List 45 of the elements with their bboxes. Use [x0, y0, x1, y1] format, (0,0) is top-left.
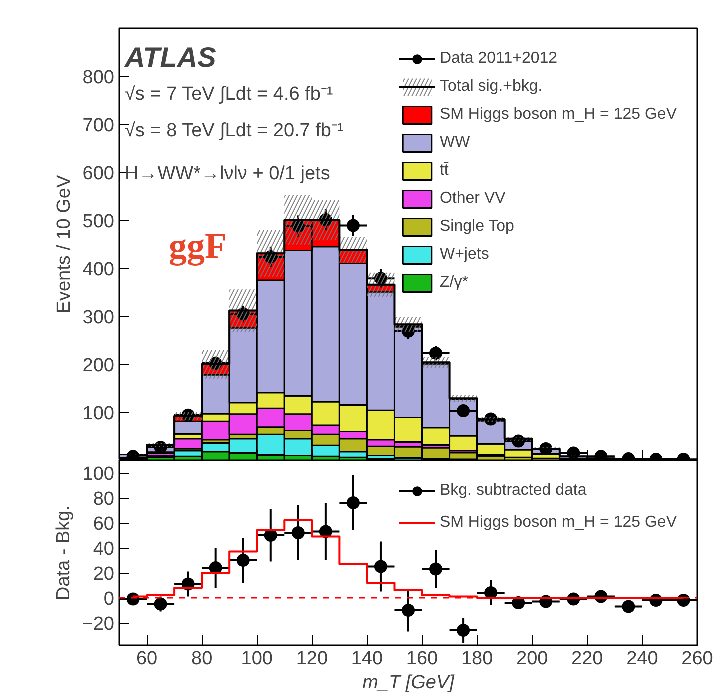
legend-label: WW [440, 133, 470, 153]
y-tick-label: −20 [82, 614, 115, 635]
legend-label: SM Higgs boson m_H = 125 GeV [440, 513, 677, 533]
legend-label: Total sig.+bkg. [440, 77, 543, 97]
annotation: ATLAS [124, 42, 217, 73]
y-tick-label: 300 [82, 308, 114, 328]
x-tick-label: 60 [136, 648, 158, 670]
legend-label: Bkg. subtracted data [440, 481, 587, 501]
legend-label: Z/γ* [440, 273, 468, 293]
legend-label: Single Top [440, 217, 514, 237]
annotation: √s = 8 TeV ∫Ldt = 20.7 fb⁻¹ [125, 120, 344, 142]
y-tick-label: 600 [82, 164, 114, 184]
y-tick-label: 100 [82, 464, 114, 485]
x-tick-label: 180 [461, 648, 494, 670]
legend-label: Data 2011+2012 [440, 49, 558, 69]
x-tick-label: 140 [351, 648, 384, 670]
x-tick-label: 240 [626, 648, 658, 670]
annotation: H→WW*→lνlν + 0/1 jets [125, 163, 330, 184]
x-tick-label: 260 [682, 648, 714, 670]
y-tick-label: 80 [93, 489, 115, 510]
x-tick-label: 220 [572, 648, 604, 670]
y-tick-label: 20 [93, 564, 115, 585]
legend-label: tt̄ [440, 161, 450, 181]
y-tick-label: 700 [82, 116, 114, 136]
y-tick-label: 60 [93, 514, 115, 535]
y-tick-label: 100 [82, 404, 114, 424]
y-tick-label: 400 [82, 260, 114, 280]
legend-label: W+jets [440, 245, 490, 265]
y-axis-title: Events / 10 GeV [54, 174, 75, 314]
annotation: √s = 7 TeV ∫Ldt = 4.6 fb⁻¹ [125, 84, 334, 106]
y-tick-label: 200 [82, 356, 114, 376]
x-axis-title: m_T [GeV] [362, 672, 456, 694]
legend-label: Other VV [440, 189, 506, 209]
y-axis-title: Data - Bkg. [53, 505, 74, 601]
y-tick-label: 800 [82, 68, 114, 88]
x-tick-label: 120 [296, 648, 328, 670]
annotation: ggF [169, 226, 228, 266]
y-tick-label: 0 [104, 589, 115, 610]
legend-label: SM Higgs boson m_H = 125 GeV [440, 105, 677, 125]
x-tick-label: 160 [406, 648, 438, 670]
x-tick-label: 200 [516, 648, 548, 670]
y-tick-label: 500 [82, 212, 114, 232]
x-tick-label: 100 [241, 648, 273, 670]
y-tick-label: 40 [93, 539, 115, 560]
x-tick-label: 80 [192, 648, 213, 670]
